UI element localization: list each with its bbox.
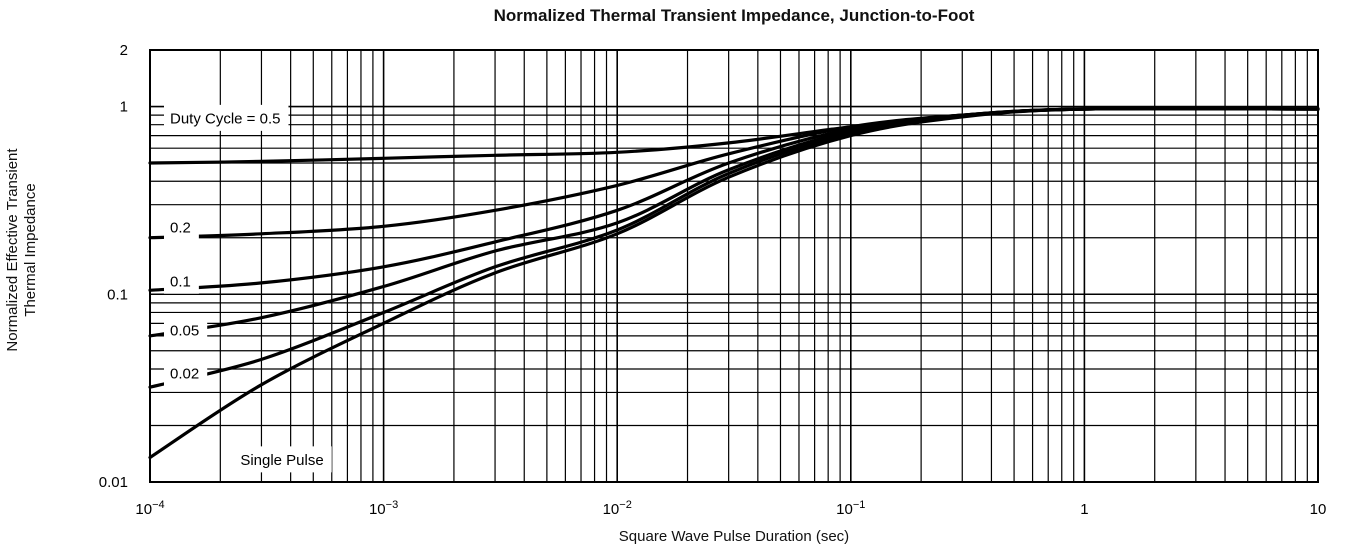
x-tick-base: 10 (135, 501, 152, 518)
y-tick-labels: 0.01 0.1 1 2 (99, 42, 128, 491)
series-label-bg-5 (234, 446, 332, 473)
y-tick-label: 0.1 (107, 286, 128, 303)
x-tick-exponent: −4 (152, 499, 165, 511)
series-line-4 (148, 106, 1320, 389)
y-tick-label: 1 (120, 99, 128, 116)
x-tick-exponent: −2 (619, 499, 632, 511)
series-labels: Duty Cycle = 0.5 0.2 0.1 0.05 0.02 Single Pul… (164, 104, 332, 473)
grid-lines (150, 50, 1318, 482)
x-tick-label: 10−1 (836, 499, 865, 518)
x-tick-base: 10 (603, 501, 620, 518)
x-tick-base: 10 (836, 501, 853, 518)
series-line-1 (148, 106, 1320, 240)
series-label-bg-1 (164, 214, 199, 241)
series-label-3: 0.05 (170, 323, 199, 340)
x-tick-label: 10 (1310, 501, 1327, 518)
series-lines (148, 106, 1320, 460)
y-tick-label: 2 (120, 42, 128, 59)
series-label-2: 0.1 (170, 273, 191, 290)
series-label-bg-2 (164, 267, 199, 294)
series-label-0: Duty Cycle = 0.5 (170, 110, 280, 127)
y-tick-label: 0.01 (99, 474, 128, 491)
series-label-5: Single Pulse (240, 452, 323, 469)
x-tick-exponent: −3 (386, 499, 399, 511)
x-tick-exponent: −1 (853, 499, 866, 511)
x-tick-label: 10−2 (603, 499, 632, 518)
chart-title: Normalized Thermal Transient Impedance, … (493, 6, 975, 25)
y-axis-label-line-1: Normalized Effective Transient (4, 148, 21, 352)
series-label-bg-3 (164, 317, 208, 344)
x-axis-label: Square Wave Pulse Duration (sec) (618, 528, 850, 545)
y-axis-label: Normalized Effective Transient Thermal I… (4, 80, 40, 420)
series-label-1: 0.2 (170, 220, 191, 237)
x-tick-base: 10 (369, 501, 386, 518)
series-line-5 (148, 106, 1320, 460)
series-label-bg-0 (164, 104, 289, 131)
y-axis-label-line-2: Thermal Impedance (22, 183, 39, 317)
x-tick-label: 10−3 (369, 499, 398, 518)
series-label-bg-4 (164, 360, 208, 387)
x-tick-label: 1 (1080, 501, 1088, 518)
x-tick-labels: 10−4 10−3 10−2 10−1 1 10 (135, 499, 1326, 518)
x-tick-label: 10−4 (135, 499, 164, 518)
series-label-4: 0.02 (170, 366, 199, 383)
plot-frame (149, 49, 1319, 483)
